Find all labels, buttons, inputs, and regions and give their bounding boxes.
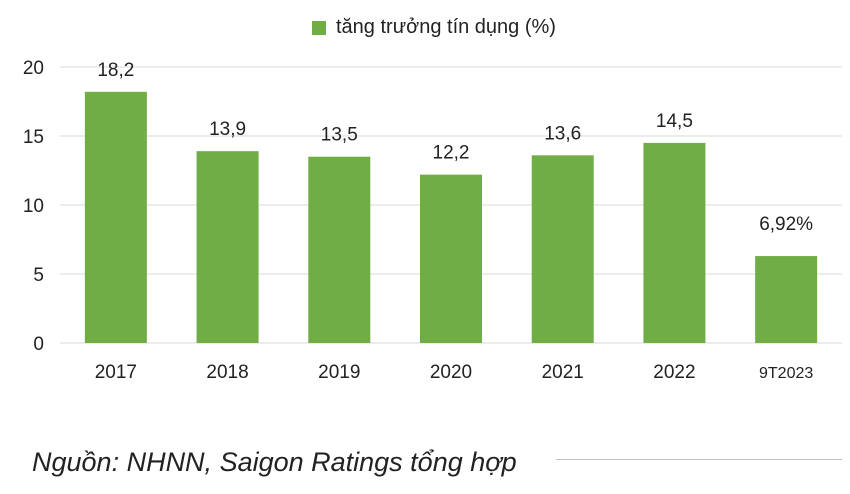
bar [420,174,482,343]
bar [531,155,594,343]
bar [308,156,371,343]
x-tick-label: 9T2023 [759,365,813,382]
legend: tăng trưởng tín dụng (%) [312,16,556,39]
bar [84,91,147,343]
source-rule [556,459,842,460]
x-tick-label: 2020 [430,362,472,383]
x-axis-ticks: 2017 2018 2019 2020 2021 2022 9T2023 [95,362,814,383]
x-tick-label: 2022 [653,362,695,383]
x-tick-label: 2017 [95,362,137,383]
data-labels: 18,2 13,9 13,5 12,2 13,6 14,5 6,92% [97,60,813,235]
bar [643,142,706,343]
x-tick-label: 2018 [206,362,248,383]
y-axis-ticks: 0 5 10 15 20 [23,58,44,355]
bars [84,91,818,343]
y-tick-label: 15 [23,127,44,148]
legend-swatch [312,20,326,35]
y-tick-label: 0 [33,334,44,355]
data-label: 13,6 [544,123,581,144]
x-tick-label: 2021 [542,362,584,383]
data-label: 18,2 [97,60,134,81]
legend-label: tăng trưởng tín dụng (%) [336,16,556,38]
data-label: 14,5 [656,111,693,132]
source-note: Nguồn: NHNN, Saigon Ratings tổng hợp [32,447,517,477]
bar [755,256,818,343]
y-tick-label: 5 [33,265,44,286]
bar [196,151,259,343]
data-label: 13,9 [209,119,246,140]
data-label: 12,2 [433,143,470,164]
data-label: 13,5 [321,125,358,146]
y-tick-label: 20 [23,58,44,79]
y-tick-label: 10 [23,196,44,217]
x-tick-label: 2019 [318,362,360,383]
data-label: 6,92% [759,214,813,235]
